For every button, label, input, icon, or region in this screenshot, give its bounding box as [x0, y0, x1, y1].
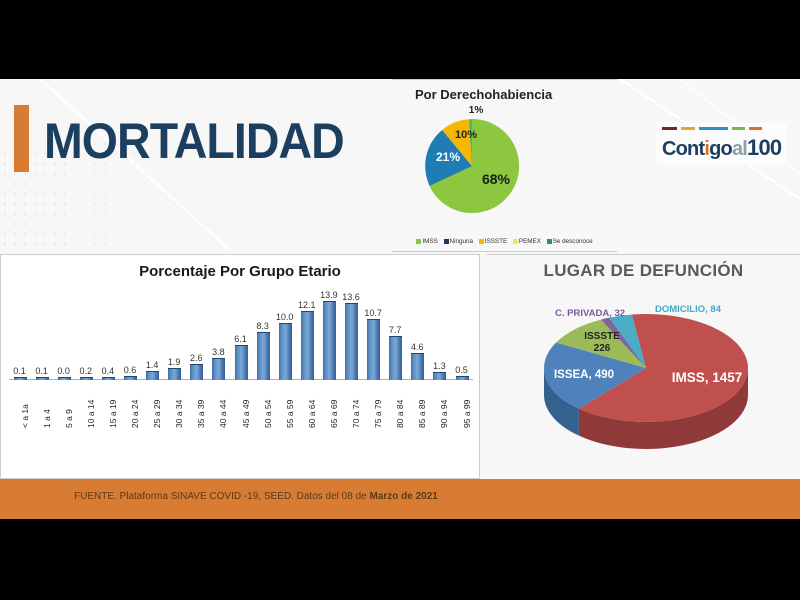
svg-text:1%: 1%: [469, 105, 484, 116]
svg-text:10%: 10%: [455, 129, 477, 141]
svg-text:ISSSTE: ISSSTE: [584, 331, 620, 342]
svg-text:226: 226: [594, 343, 611, 354]
svg-text:68%: 68%: [482, 171, 511, 187]
svg-text:IMSS, 1457: IMSS, 1457: [672, 370, 743, 385]
svg-text:21%: 21%: [436, 150, 460, 164]
svg-text:ISSEA, 490: ISSEA, 490: [554, 369, 614, 381]
